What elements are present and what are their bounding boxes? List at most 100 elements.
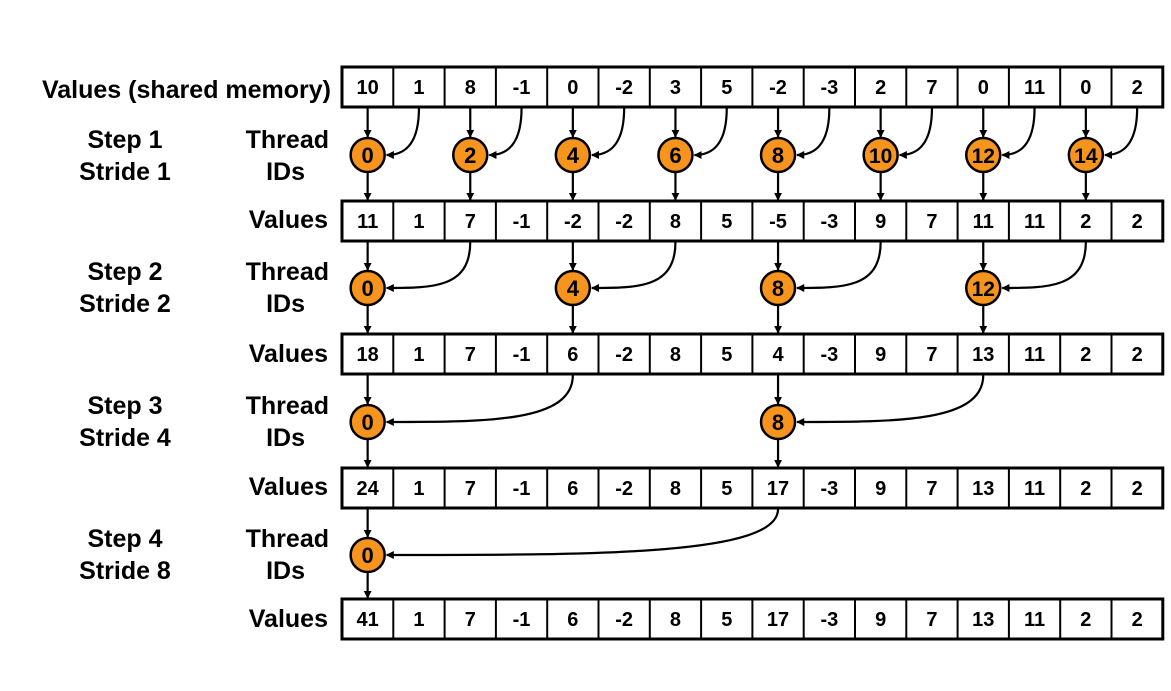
array-cell-value: 9 [875, 609, 886, 631]
step-2-label: Step 2 [87, 258, 163, 286]
array-cell-value: 0 [1080, 77, 1091, 99]
step-4-label: Step 4 [87, 525, 163, 553]
array-cell-value: -2 [564, 211, 582, 233]
stride-arrow [385, 241, 472, 292]
stride-arrow [796, 241, 882, 292]
array-cell-value: -2 [615, 609, 633, 631]
thread-circle [965, 269, 1002, 307]
step-3-label: Step 3 [87, 392, 163, 420]
array-cell-value: 4 [772, 344, 784, 366]
array-cell-value: 9 [875, 211, 886, 233]
thread-circle [862, 136, 899, 174]
thread-id: 8 [772, 143, 784, 168]
array-cell-value: 7 [465, 211, 476, 233]
stride-arrow [1001, 107, 1036, 159]
array-cell-value: 1 [413, 609, 424, 631]
thread-id: 4 [567, 276, 580, 301]
thread-ids-label-2a: Thread [245, 258, 329, 286]
array-cell-value: 0 [978, 77, 989, 99]
thread-ids-label-4a: Thread [245, 525, 329, 553]
thread-id: 12 [972, 145, 995, 168]
array-cell-value: -1 [513, 211, 531, 233]
thread-ids-label-3b: IDs [266, 424, 305, 452]
array-cell-value: 8 [670, 344, 681, 366]
thread-circle [554, 136, 592, 174]
thread-circle [759, 269, 797, 307]
array-cell-value: 2 [1132, 77, 1143, 99]
values-label-4: Values [248, 605, 328, 633]
array-cell-value: 7 [926, 344, 937, 366]
array-cell-value: 5 [721, 478, 732, 500]
thread-id: 0 [362, 410, 374, 435]
thread-ids-label-2b: IDs [266, 290, 305, 318]
stride-arrow [591, 107, 626, 159]
thread-circle [452, 136, 489, 174]
array-cell-value: -2 [615, 211, 633, 233]
values-label-3: Values [248, 473, 328, 501]
array-cell-value: -3 [820, 77, 838, 99]
array-cell-value: 17 [767, 478, 789, 500]
array-cell-value: 1 [413, 478, 424, 500]
array-cell-value: 11 [1024, 478, 1045, 500]
array-cell-value: 17 [767, 609, 789, 631]
thread-id: 6 [669, 143, 681, 168]
array-cell-value: -2 [615, 478, 633, 500]
array-cell-value: -1 [513, 609, 531, 631]
values-label-2: Values [248, 340, 328, 368]
array-cell-value: -3 [820, 478, 838, 500]
array-cell-value: 2 [1132, 609, 1143, 631]
array-cell-value: -1 [513, 77, 531, 99]
stride-1-label: Stride 1 [79, 158, 171, 186]
thread-circle [759, 403, 797, 441]
array-cell-value: 1 [413, 77, 424, 99]
thread-ids-label-1a: Thread [245, 126, 329, 154]
array-cell-value: 13 [972, 344, 994, 366]
array-cell-value: -2 [615, 344, 633, 366]
array-cell-value: 5 [721, 77, 732, 99]
thread-circle [1067, 136, 1105, 174]
stride-arrow [385, 107, 421, 159]
array-cell-value: -1 [513, 344, 531, 366]
array-cell-value: -5 [769, 211, 787, 233]
thread-id: 2 [464, 143, 476, 168]
thread-circle [965, 136, 1002, 174]
values-label-1: Values [248, 206, 328, 234]
array-cell-value: -3 [820, 211, 838, 233]
thread-circle [554, 269, 592, 307]
array-cell-value: 5 [721, 609, 732, 631]
thread-id: 0 [362, 543, 374, 568]
stride-arrow [488, 107, 523, 159]
stride-arrow [591, 241, 677, 292]
thread-id: 8 [772, 410, 784, 435]
array-cell-value: 2 [1132, 211, 1143, 233]
array-cell-value: 3 [670, 77, 681, 99]
array-cell-value: 7 [926, 77, 937, 99]
array-cell-value: 2 [1132, 478, 1143, 500]
array-cell-value: 41 [357, 609, 379, 631]
array-cell-value: 9 [875, 478, 886, 500]
array-cell-value: 2 [1080, 609, 1091, 631]
array-cell-value: 6 [567, 478, 578, 500]
thread-id: 4 [567, 143, 580, 168]
stride-arrow [693, 107, 728, 159]
thread-ids-label-1b: IDs [266, 158, 305, 186]
stride-arrow [898, 107, 934, 159]
step-1-label: Step 1 [87, 126, 163, 154]
array-cell-value: -2 [615, 77, 633, 99]
thread-circle [349, 403, 386, 441]
array-cell-value: 6 [567, 344, 578, 366]
array-cell-value: 13 [972, 609, 994, 631]
array-cell-value: 11 [1024, 77, 1045, 99]
array-cell-value: 7 [465, 609, 476, 631]
stride-arrow [796, 107, 831, 159]
thread-circle [657, 136, 694, 174]
array-cell-value: 7 [926, 478, 937, 500]
thread-id: 0 [362, 276, 374, 301]
stride-arrow [385, 374, 574, 426]
array-cell-value: 11 [973, 211, 994, 233]
array-cell-value: 2 [1080, 344, 1091, 366]
array-cell-value: -1 [513, 478, 531, 500]
stride-arrow [796, 374, 985, 426]
thread-circle [349, 536, 386, 574]
thread-id: 12 [972, 278, 995, 301]
